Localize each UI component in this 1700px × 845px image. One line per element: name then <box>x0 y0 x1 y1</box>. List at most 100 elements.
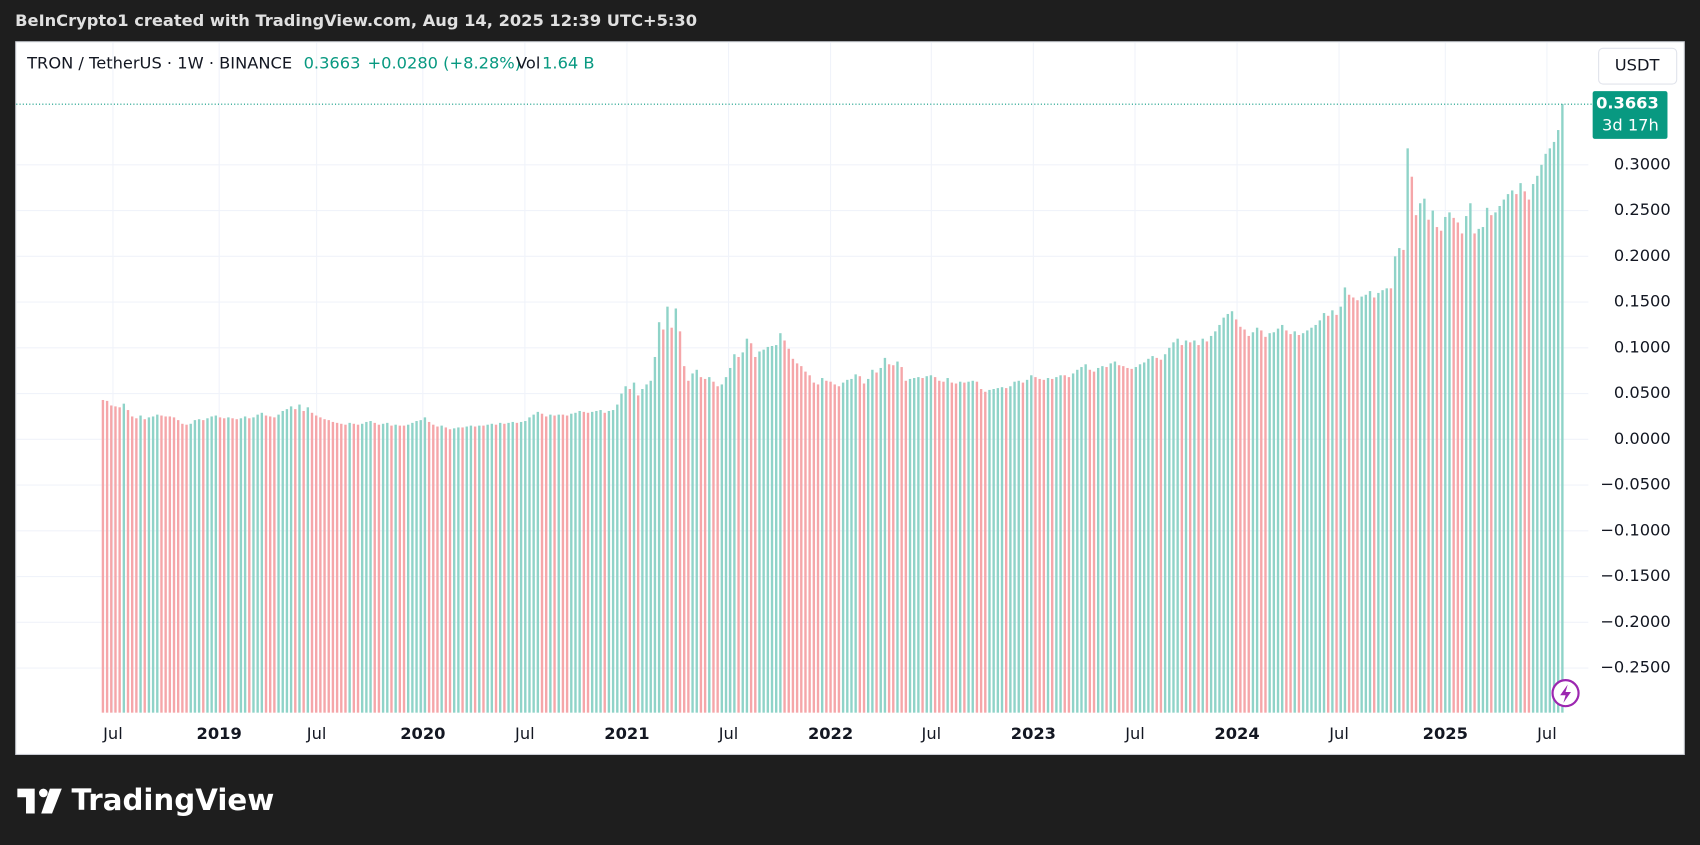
bar <box>101 399 105 713</box>
bar <box>135 418 138 713</box>
bar <box>114 406 117 713</box>
bar <box>854 374 857 713</box>
bar <box>315 415 318 713</box>
bar <box>1017 380 1020 713</box>
bar <box>1406 148 1409 713</box>
x-tick-label: Jul <box>306 724 327 743</box>
bar <box>177 420 180 713</box>
lightning-icon[interactable] <box>1560 684 1571 703</box>
bar <box>1347 294 1351 713</box>
bar <box>515 422 519 713</box>
bar <box>1260 330 1263 713</box>
bar <box>1318 320 1322 713</box>
last-price: 0.3663 <box>304 53 361 72</box>
bar <box>1076 369 1079 713</box>
bar <box>1134 367 1138 713</box>
bar <box>218 417 222 713</box>
bar <box>1419 203 1422 713</box>
bar <box>1055 377 1058 713</box>
bar <box>1515 194 1518 713</box>
bar <box>800 366 803 713</box>
bar <box>1097 367 1100 713</box>
bar <box>415 421 418 713</box>
bar <box>586 412 590 713</box>
bar <box>503 423 506 713</box>
bar <box>1255 327 1259 713</box>
bar <box>858 376 862 713</box>
bar <box>674 308 678 713</box>
bar <box>118 407 121 713</box>
currency-button[interactable] <box>1598 47 1678 85</box>
bar <box>1431 210 1434 713</box>
bar <box>432 424 435 713</box>
bar <box>1189 342 1192 713</box>
bar <box>181 423 184 713</box>
bar <box>925 376 928 713</box>
y-tick-label: −0.2000 <box>1600 612 1670 631</box>
bar <box>1230 311 1234 713</box>
bar <box>519 421 523 713</box>
bar <box>310 412 314 713</box>
bar <box>703 378 707 713</box>
bar <box>724 377 728 713</box>
brand-logo <box>17 788 62 814</box>
bar <box>319 417 322 713</box>
bar <box>1084 364 1087 713</box>
bar <box>427 421 431 713</box>
bar <box>1184 340 1188 713</box>
lightning-button[interactable] <box>1551 679 1580 708</box>
bar <box>1343 287 1347 713</box>
bar <box>846 379 849 713</box>
bar <box>904 380 908 713</box>
currency[interactable]: USDT <box>1615 56 1660 75</box>
bar <box>277 414 280 713</box>
bar <box>386 422 389 713</box>
bar <box>494 424 498 713</box>
bar <box>1151 356 1154 713</box>
bar <box>1117 365 1121 713</box>
price-tag-value: 0.3663 <box>1596 94 1659 113</box>
bar <box>1435 227 1439 713</box>
bar <box>967 381 970 713</box>
bar <box>1301 333 1305 713</box>
y-tick-label: 0.1500 <box>1614 292 1671 311</box>
bar <box>1536 175 1539 713</box>
bar <box>511 421 514 713</box>
bar <box>712 381 715 713</box>
bar <box>248 418 251 713</box>
bar <box>524 421 527 713</box>
bar <box>670 327 673 713</box>
bar <box>988 389 991 713</box>
bar <box>1339 306 1342 713</box>
bar <box>1523 191 1526 713</box>
bar <box>273 417 276 713</box>
bar <box>821 378 824 713</box>
bar <box>1009 386 1012 713</box>
bar <box>1557 130 1560 713</box>
bar <box>775 345 778 713</box>
bar <box>678 331 682 713</box>
bar <box>645 384 648 713</box>
bar <box>1469 203 1472 713</box>
bar <box>1297 335 1301 713</box>
bar <box>1209 335 1213 713</box>
y-tick-label: −0.0500 <box>1600 475 1670 494</box>
x-tick-label: 2024 <box>1214 724 1259 743</box>
bar <box>1088 369 1092 713</box>
plot: 0.3000 0.2500 0.2000 0.1500 0.1000 0.0500 0.00… <box>16 42 1671 743</box>
bar <box>348 422 351 713</box>
bar <box>708 377 711 713</box>
bar <box>482 425 485 713</box>
bar <box>344 424 347 713</box>
bar <box>1465 216 1468 713</box>
bar <box>352 423 356 713</box>
bar <box>938 380 941 713</box>
bar <box>867 378 870 713</box>
bar <box>411 422 414 713</box>
bar <box>264 415 268 713</box>
chart-panel <box>15 41 1685 755</box>
bar <box>327 420 330 713</box>
bar <box>1414 215 1418 713</box>
bar <box>1030 375 1033 713</box>
